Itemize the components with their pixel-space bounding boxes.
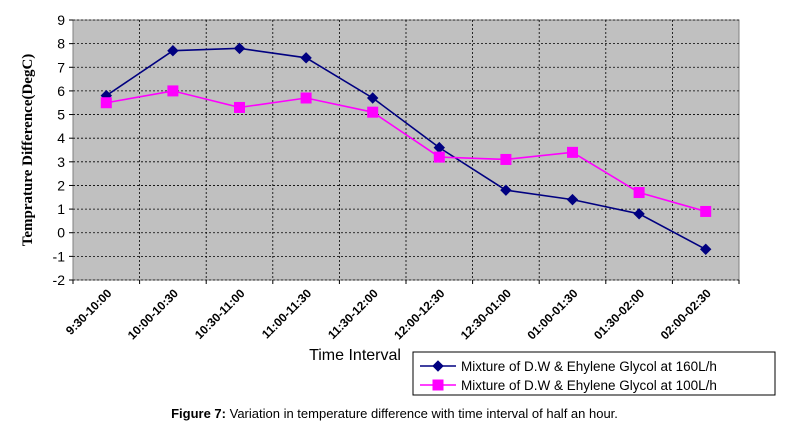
data-point — [633, 208, 645, 220]
x-tick-label: 12:00-12:30 — [391, 286, 447, 342]
data-point — [167, 45, 179, 57]
x-tick-label: 11:30-12:00 — [325, 286, 381, 342]
x-tick-label: 01:30-02:00 — [591, 286, 647, 342]
y-tick-label: 5 — [57, 107, 65, 123]
x-tick-label: 10:30-11:00 — [192, 286, 248, 342]
y-tick-label: 7 — [57, 59, 65, 75]
x-axis: 9:30-10:00 10:00-10:30 10:30-11:00 11:00-11… — [63, 280, 740, 342]
data-point — [699, 243, 712, 255]
y-tick-label: -2 — [53, 272, 66, 288]
legend-box — [412, 351, 776, 396]
data-point — [100, 97, 112, 109]
x-tick-label: 10:00-10:30 — [125, 286, 181, 342]
data-point — [567, 146, 578, 158]
x-tick-label: 11:00-11:30 — [259, 286, 314, 341]
legend: Mixture of D.W & Ehylene Glycol at 160L/… — [412, 351, 776, 396]
data-point — [700, 205, 712, 217]
chart: -2 -1 0 1 2 3 4 5 6 7 8 9 9:30-10:00 10:00-10:30 10:3… — [20, 12, 776, 396]
x-tick-label: 9:30-10:00 — [63, 286, 115, 338]
figure-caption: Figure 7: Variation in temperature diffe… — [0, 406, 789, 421]
data-point — [366, 92, 379, 104]
data-point — [367, 106, 379, 118]
series-1 — [100, 42, 712, 255]
x-tick-label: 01:00-01:30 — [524, 286, 580, 342]
x-axis-label: Time Interval — [309, 347, 401, 364]
y-tick-label: -1 — [53, 248, 66, 264]
series-line — [106, 90, 706, 213]
legend-marker — [432, 379, 444, 391]
y-tick-label: 1 — [57, 201, 65, 217]
y-tick-label: 8 — [57, 36, 65, 52]
caption-label: Figure 7: — [171, 406, 226, 421]
data-point — [234, 101, 245, 113]
legend-marker — [432, 360, 444, 372]
data-point — [300, 92, 312, 104]
data-point — [167, 85, 179, 97]
y-tick-label: 3 — [57, 154, 65, 170]
caption-text: Variation in temperature difference with… — [226, 406, 618, 421]
legend-item: Mixture of D.W & Ehylene Glycol at 100L/… — [420, 378, 717, 393]
series-layer — [100, 42, 712, 255]
series-2 — [100, 85, 712, 217]
legend-label: Mixture of D.W & Ehylene Glycol at 160L/… — [461, 359, 717, 374]
y-tick-label: 9 — [57, 12, 65, 28]
y-tick-label: 2 — [57, 177, 65, 193]
y-axis: -2 -1 0 1 2 3 4 5 6 7 8 9 — [53, 12, 73, 288]
legend-label: Mixture of D.W & Ehylene Glycol at 100L/… — [461, 378, 717, 393]
data-point — [500, 184, 512, 196]
y-tick-label: 4 — [57, 130, 65, 146]
y-axis-label: Temprature Difference(DegC) — [20, 54, 36, 247]
legend-item: Mixture of D.W & Ehylene Glycol at 160L/… — [420, 359, 717, 374]
x-tick-label: 02:00-02:30 — [658, 286, 714, 342]
data-point — [300, 52, 312, 64]
data-point — [433, 151, 445, 163]
data-point — [500, 153, 512, 165]
x-tick-label: 12:30-01:00 — [458, 286, 514, 342]
series-line — [105, 47, 707, 250]
data-point — [566, 193, 579, 206]
y-tick-label: 0 — [57, 225, 65, 241]
data-point — [633, 187, 645, 199]
y-tick-label: 6 — [57, 83, 65, 99]
data-point — [233, 42, 246, 55]
